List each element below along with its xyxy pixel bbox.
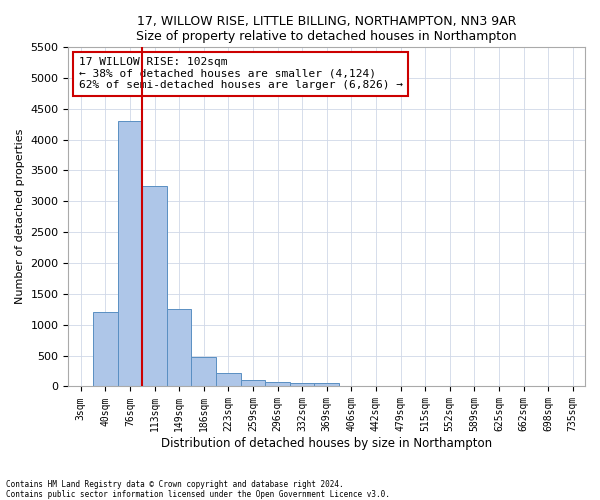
X-axis label: Distribution of detached houses by size in Northampton: Distribution of detached houses by size … (161, 437, 492, 450)
Bar (118, 121, 142, 386)
Bar (191, 357, 216, 386)
Title: 17, WILLOW RISE, LITTLE BILLING, NORTHAMPTON, NN3 9AR
Size of property relative : 17, WILLOW RISE, LITTLE BILLING, NORTHAM… (136, 15, 517, 43)
Bar (290, 383, 314, 386)
Text: 17 WILLOW RISE: 102sqm
← 38% of detached houses are smaller (4,124)
62% of semi-: 17 WILLOW RISE: 102sqm ← 38% of detached… (79, 57, 403, 90)
Text: Contains HM Land Registry data © Crown copyright and database right 2024.
Contai: Contains HM Land Registry data © Crown c… (6, 480, 390, 499)
Y-axis label: Number of detached properties: Number of detached properties (15, 129, 25, 304)
Bar (241, 380, 265, 386)
Bar (265, 382, 290, 386)
Bar (314, 384, 339, 386)
Bar (167, 310, 191, 386)
Bar (216, 373, 241, 386)
Bar (93, 312, 118, 386)
Bar (142, 186, 167, 386)
